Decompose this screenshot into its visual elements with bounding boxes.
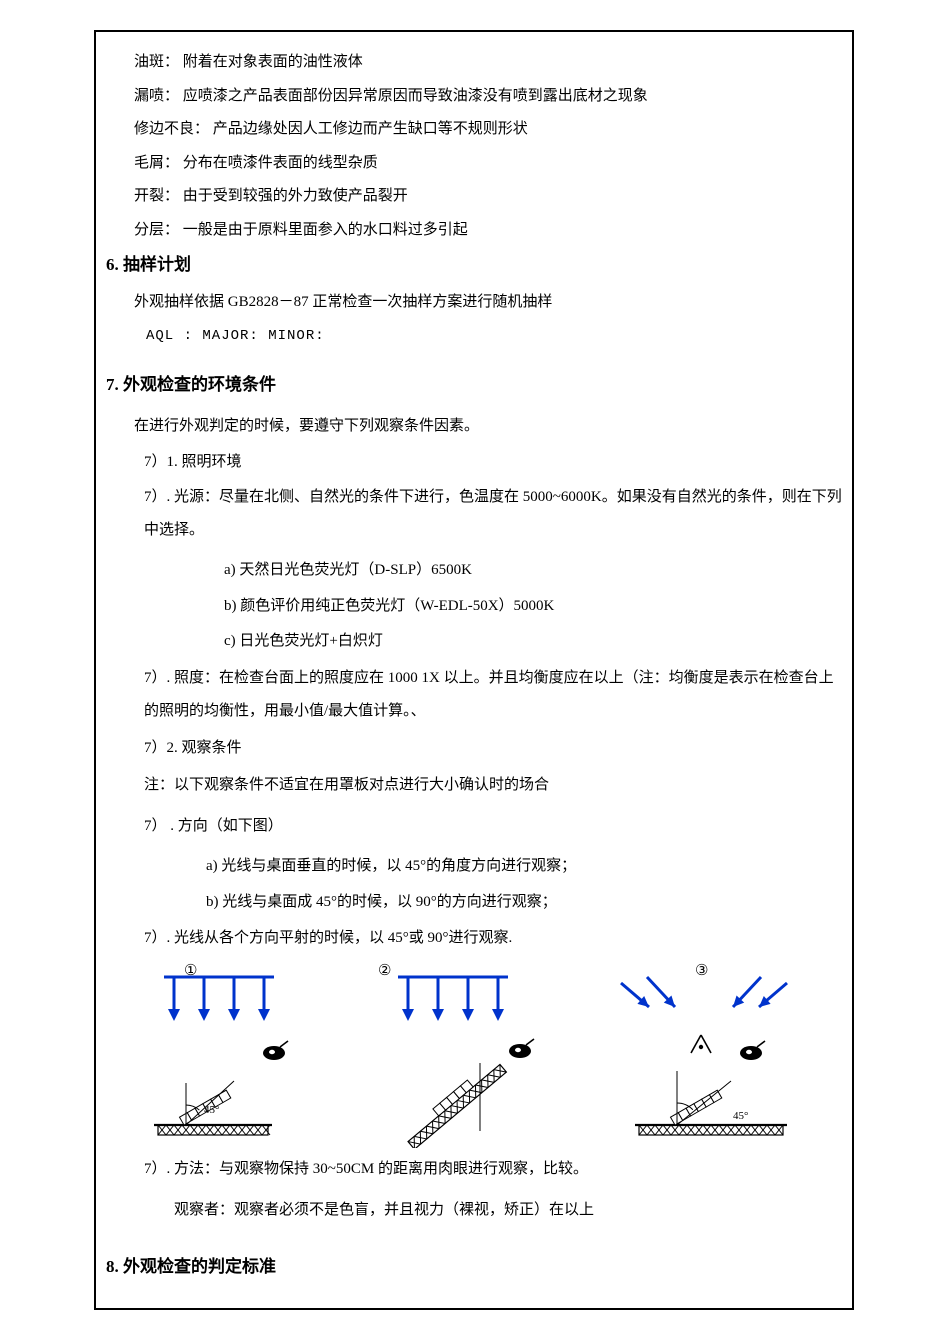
svg-text:45°: 45° bbox=[733, 1110, 748, 1122]
sec7-1-lux: 7）. 照度：在检查台面上的照度应在 1000 1X 以上。并且均衡度应在以上（… bbox=[106, 662, 842, 728]
sec7-2-parallel: 7）. 光线从各个方向平射的时候，以 45°或 90°进行观察. bbox=[106, 922, 842, 955]
direction-option-a: a) 光线与桌面垂直的时候，以 45°的角度方向进行观察； bbox=[106, 851, 842, 883]
sec7-1-title: 7）1. 照明环境 bbox=[106, 450, 842, 476]
direction-option-b: b) 光线与桌面成 45°的时候，以 90°的方向进行观察； bbox=[106, 887, 842, 919]
sec7-2-title: 7）2. 观察条件 bbox=[106, 736, 842, 762]
light-option-a: a) 天然日光色荧光灯（D-SLP）6500K bbox=[106, 555, 842, 587]
content-frame: 油斑： 附着在对象表面的油性液体 漏喷： 应喷漆之产品表面部份因异常原因而导致油… bbox=[94, 30, 854, 1310]
document-page: 油斑： 附着在对象表面的油性液体 漏喷： 应喷漆之产品表面部份因异常原因而导致油… bbox=[0, 0, 945, 1337]
aql-line: AQL : MAJOR: MINOR: bbox=[106, 325, 842, 349]
definition-miss-spray: 漏喷： 应喷漆之产品表面部份因异常原因而导致油漆没有喷到露出底材之现象 bbox=[106, 84, 842, 110]
light-option-b: b) 颜色评价用纯正色荧光灯（W-EDL-50X）5000K bbox=[106, 591, 842, 623]
diagram-3: ③ 45° bbox=[601, 963, 821, 1148]
sec7-2-method: 7）. 方法：与观察物保持 30~50CM 的距离用肉眼进行观察，比较。 bbox=[106, 1153, 842, 1186]
heading-6: 6. 抽样计划 bbox=[106, 251, 842, 280]
light-option-c: c) 日光色荧光灯+白炽灯 bbox=[106, 626, 842, 658]
svg-text:45°: 45° bbox=[204, 1104, 219, 1116]
sec7-2-direction: 7） . 方向（如下图） bbox=[106, 810, 842, 843]
definition-crack: 开裂： 由于受到较强的外力致使产品裂开 bbox=[106, 184, 842, 210]
diagram-2: ② bbox=[368, 963, 588, 1148]
diagram-1: ① 45° bbox=[134, 963, 354, 1148]
sec7-intro: 在进行外观判定的时候，要遵守下列观察条件因素。 bbox=[106, 414, 842, 440]
svg-text:②: ② bbox=[378, 963, 391, 979]
sec7-1-lightsource: 7）. 光源：尽量在北侧、自然光的条件下进行，色温度在 5000~6000K。如… bbox=[106, 481, 842, 547]
svg-text:①: ① bbox=[184, 963, 197, 979]
svg-text:③: ③ bbox=[695, 963, 708, 979]
sec7-2-observer: 观察者：观察者必须不是色盲，并且视力（裸视，矫正）在以上 bbox=[106, 1194, 842, 1227]
definition-bad-trim: 修边不良： 产品边缘处因人工修边而产生缺口等不规则形状 bbox=[106, 117, 842, 143]
definition-oil-stain: 油斑： 附着在对象表面的油性液体 bbox=[106, 50, 842, 76]
observation-diagrams: ① 45° ② ③ 45° bbox=[106, 963, 842, 1153]
definition-lint: 毛屑： 分布在喷漆件表面的线型杂质 bbox=[106, 151, 842, 177]
heading-8: 8. 外观检查的判定标准 bbox=[106, 1253, 842, 1282]
sec7-2-note: 注：以下观察条件不适宜在用罩板对点进行大小确认时的场合 bbox=[106, 769, 842, 802]
sampling-basis-line: 外观抽样依据 GB2828－87 正常检查一次抽样方案进行随机抽样 bbox=[106, 290, 842, 316]
definition-delamination: 分层： 一般是由于原料里面参入的水口料过多引起 bbox=[106, 218, 842, 244]
heading-7: 7. 外观检查的环境条件 bbox=[106, 371, 842, 400]
